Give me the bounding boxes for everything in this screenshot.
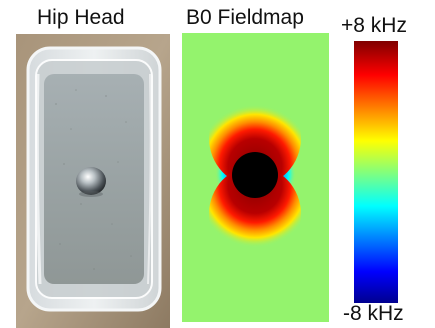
colorbar [354, 41, 398, 303]
colorbar-min-label: -8 kHz [343, 302, 404, 325]
b0-fieldmap-image [182, 33, 329, 322]
fieldmap-title: B0 Fieldmap [186, 6, 304, 29]
photo-title: Hip Head [37, 6, 125, 29]
colorbar-max-label: +8 kHz [341, 14, 407, 37]
hip-head-photo [16, 34, 170, 328]
